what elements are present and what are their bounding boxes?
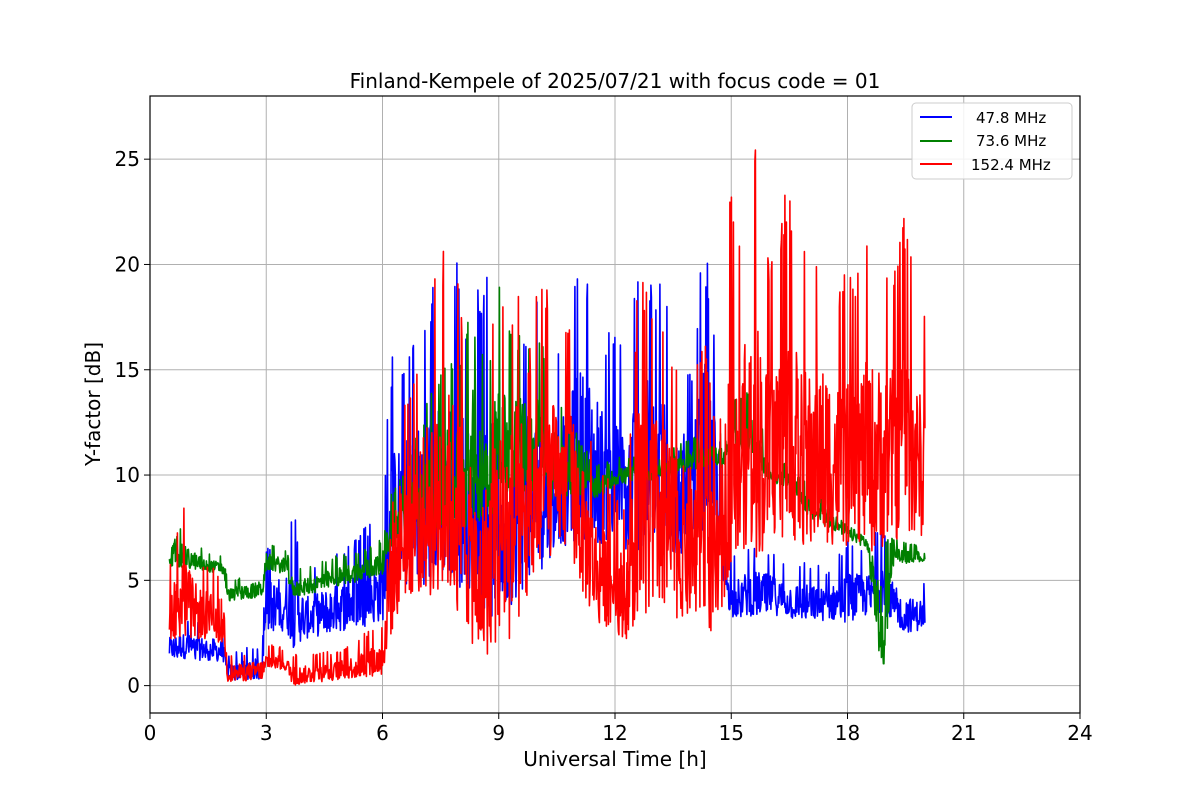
x-tick-label: 21 [951, 721, 976, 745]
x-tick-label: 12 [602, 721, 627, 745]
legend: 47.8 MHz 73.6 MHz 152.4 MHz [911, 102, 1073, 180]
y-tick-label: 5 [127, 568, 140, 592]
x-tick-label: 24 [1067, 721, 1092, 745]
legend-label-47-8: 47.8 MHz [976, 109, 1046, 127]
y-axis-label: Y-factor [dB] [81, 342, 105, 467]
y-tick-label: 10 [115, 463, 140, 487]
series-layer [168, 149, 926, 686]
x-axis-label: Universal Time [h] [523, 747, 706, 771]
y-tick-label: 15 [115, 358, 140, 382]
chart-title: Finland-Kempele of 2025/07/21 with focus… [350, 69, 881, 93]
y-tick-label: 20 [115, 252, 140, 276]
y-tick-label: 25 [115, 147, 140, 171]
legend-label-73-6: 73.6 MHz [976, 132, 1046, 150]
legend-box [911, 102, 1073, 180]
y-tick-label: 0 [127, 674, 140, 698]
x-tick-label: 3 [260, 721, 273, 745]
x-tick-label: 9 [492, 721, 505, 745]
series-line-152-4-mhz [168, 149, 926, 686]
x-tick-label: 15 [719, 721, 744, 745]
axis-ticks: 0 3 6 9 12 15 18 21 24 0 5 10 15 20 25 [115, 147, 1093, 745]
x-tick-label: 6 [376, 721, 389, 745]
x-tick-label: 0 [144, 721, 157, 745]
legend-label-152-4: 152.4 MHz [971, 156, 1051, 174]
x-tick-label: 18 [835, 721, 860, 745]
